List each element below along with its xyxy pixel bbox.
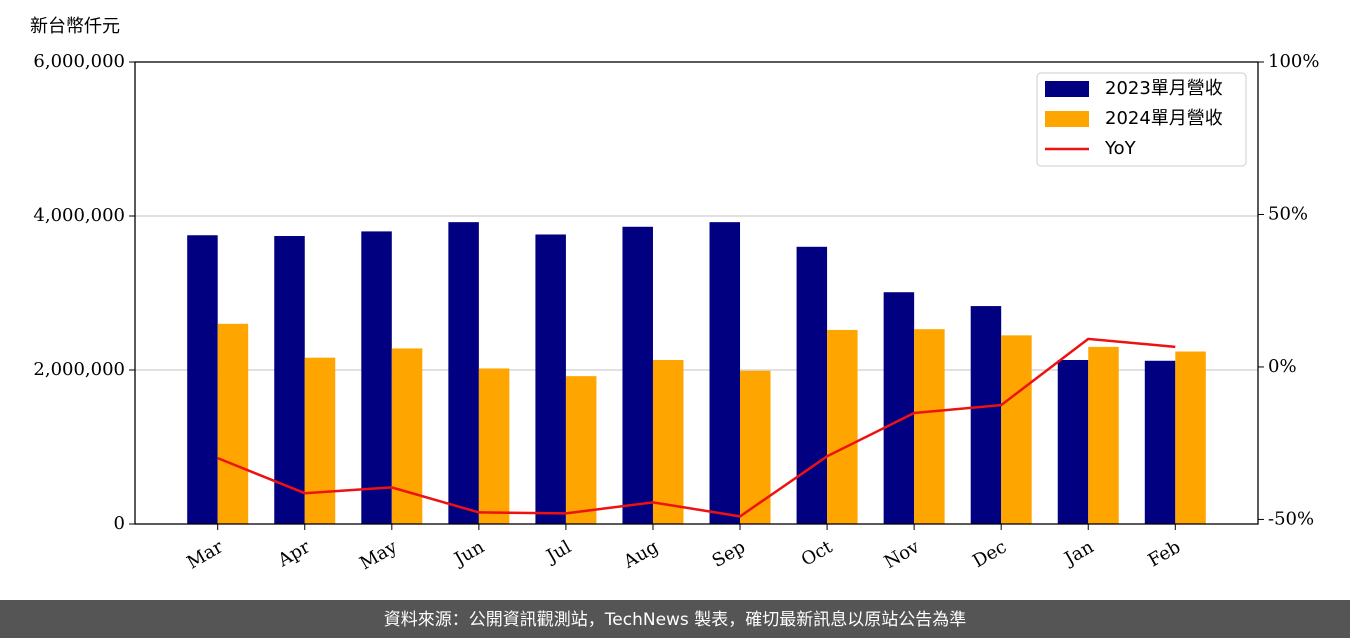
bar [535,234,566,525]
y-tick-label: 4,000,000 [33,205,125,226]
bar [709,222,741,524]
x-tick-label: Sep [709,536,749,571]
bar [740,370,771,524]
bar [1144,360,1176,524]
bar [1001,335,1032,524]
bar [796,246,828,525]
unit-label: 新台幣仟元 [30,16,120,37]
y2-tick-label: 100% [1268,51,1319,72]
plot-frame [134,61,1259,525]
bar [274,236,305,524]
y2-tick-label: 0% [1268,356,1297,377]
bar [304,357,336,524]
bar [1057,359,1089,524]
source-note: 資料來源：公開資訊觀測站，TechNews 製表，確切最新訊息以原站公告為準 [384,610,966,630]
legend-swatch [1045,81,1089,97]
legend-label: 2023單月營收 [1105,78,1223,99]
x-tick-label: Mar [183,536,227,573]
x-tick-label: Jun [449,536,488,571]
y-tick-label: 2,000,000 [33,359,125,380]
bar [217,323,249,524]
legend-label: 2024單月營收 [1105,108,1223,129]
x-tick-label: May [356,536,401,574]
bar [1175,351,1206,524]
bar [391,348,423,524]
legend-swatch [1045,111,1089,127]
bar [883,292,915,524]
bar [622,226,653,524]
x-tick-label: Dec [969,536,1010,572]
x-tick-label: Nov [881,536,924,573]
x-tick-label: Apr [274,536,314,571]
x-tick-label: Oct [798,536,837,571]
legend-label: YoY [1104,138,1137,159]
bar [448,222,479,524]
y-tick-label: 0 [114,513,125,534]
y2-tick-label: -50% [1268,508,1314,529]
yoy-line [217,337,1176,518]
x-tick-label: Jan [1059,536,1097,570]
x-tick-label: Aug [619,536,662,573]
bar [478,368,510,524]
x-tick-label: Jul [541,536,575,568]
legend: 2023單月營收 2024單月營收 YoY [1036,72,1247,167]
bar [1088,346,1119,524]
bar [565,376,597,524]
bar [187,235,218,524]
bar [970,306,1002,524]
bar [914,329,945,524]
y2-tick-label: 50% [1268,203,1308,224]
bar [652,359,684,524]
y-tick-label: 6,000,000 [33,51,125,72]
legend-box [1036,72,1247,167]
bar [361,231,392,524]
bar [827,329,858,524]
x-tick-label: Feb [1145,536,1185,571]
footer-bar [0,600,1350,638]
